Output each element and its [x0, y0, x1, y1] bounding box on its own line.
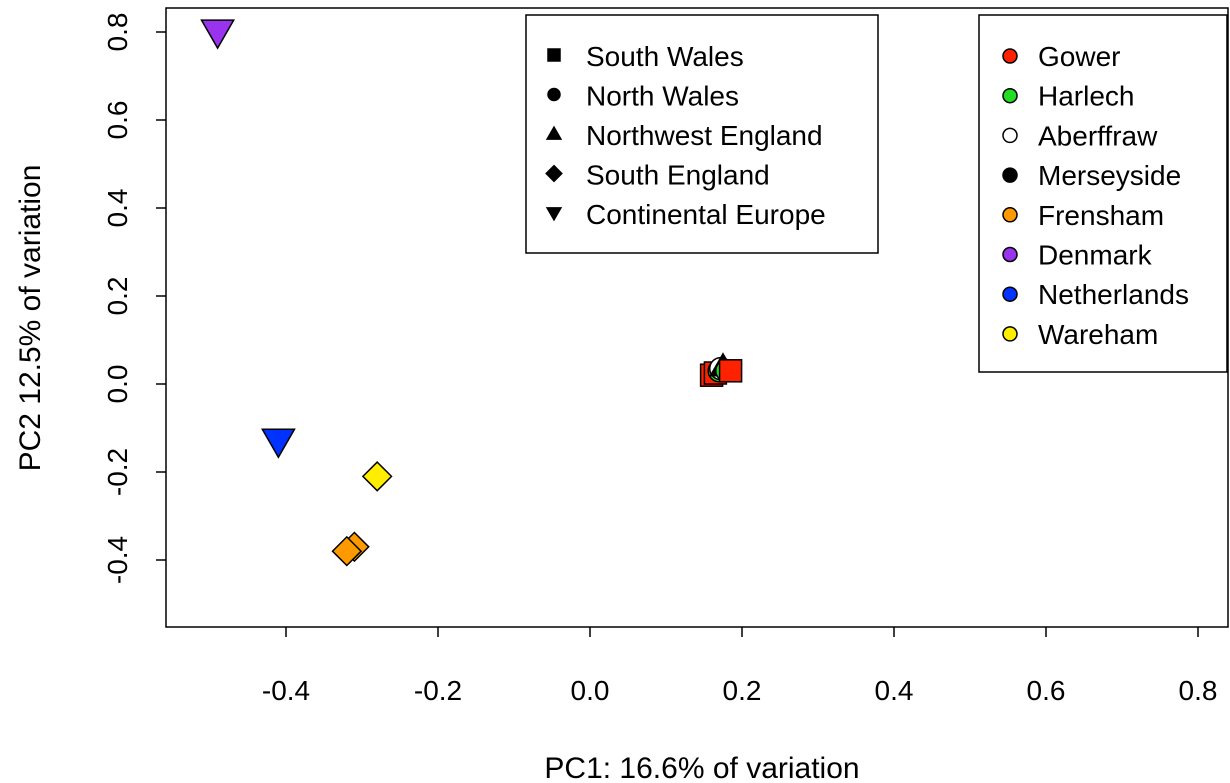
- color-legend-label: Netherlands: [1038, 279, 1189, 310]
- data-point: [261, 428, 296, 459]
- shape-legend-box: [525, 14, 879, 254]
- x-axis-label: PC1: 16.6% of variation: [544, 752, 859, 783]
- shape-legend-marker: [547, 87, 561, 102]
- shape-legend-label: South Wales: [586, 41, 744, 72]
- data-point: [331, 535, 363, 567]
- x-axis: -0.4 -0.2 0.0 0.2 0.4 0.6 0.8: [262, 627, 1218, 706]
- x-tick-label: 0.2: [723, 675, 762, 706]
- color-legend-label: Merseyside: [1038, 160, 1181, 191]
- x-tick-label: -0.4: [262, 675, 310, 706]
- color-legend-marker: [1002, 48, 1018, 64]
- color-legend-label: Wareham: [1038, 319, 1158, 350]
- shape-legend-marker: [545, 125, 563, 140]
- color-legend-marker: [1002, 127, 1018, 144]
- color-legend: Gower Harlech Aberffraw Merseyside Frensham D…: [978, 14, 1228, 373]
- color-legend-marker: [1002, 167, 1018, 183]
- y-axis: -0.4 -0.2 0.0 0.2 0.4 0.6 0.8: [102, 13, 166, 584]
- color-legend-marker: [1002, 207, 1018, 223]
- data-point: [361, 461, 393, 492]
- plot-frame: [165, 7, 1229, 628]
- shape-legend-marker: [545, 207, 563, 222]
- color-legend-label: Gower: [1038, 41, 1120, 72]
- data-points: [200, 19, 743, 567]
- shape-legend-label: Continental Europe: [586, 199, 826, 230]
- y-tick-label: 0.2: [102, 277, 133, 316]
- y-tick-label: -0.2: [102, 448, 133, 496]
- x-tick-label: 0.0: [571, 675, 610, 706]
- y-tick-label: 0.4: [102, 189, 133, 228]
- x-tick-label: 0.8: [1179, 675, 1218, 706]
- y-tick-label: -0.4: [102, 536, 133, 584]
- shape-legend-marker: [547, 48, 561, 62]
- color-legend-label: Aberffraw: [1038, 120, 1158, 151]
- color-legend-label: Frensham: [1038, 200, 1164, 231]
- color-legend-marker: [1002, 326, 1018, 342]
- shape-legend-marker: [545, 164, 563, 183]
- y-axis-label: PC2 12.5% of variation: [14, 165, 47, 472]
- shape-legend: South Wales North Wales Northwest England S…: [525, 14, 879, 254]
- color-legend-marker: [1002, 246, 1018, 263]
- data-point: [718, 359, 743, 383]
- shape-legend-label: South England: [586, 160, 770, 191]
- color-legend-marker: [1002, 286, 1018, 302]
- color-legend-marker: [1002, 87, 1018, 104]
- y-tick-label: 0.6: [102, 101, 133, 140]
- color-legend-label: Harlech: [1038, 81, 1134, 112]
- y-tick-label: 0.8: [102, 13, 133, 52]
- x-tick-label: 0.4: [875, 675, 914, 706]
- x-tick-label: -0.2: [414, 675, 462, 706]
- y-tick-label: 0.0: [102, 365, 133, 404]
- color-legend-box: [978, 14, 1228, 373]
- color-legend-label: Denmark: [1038, 240, 1153, 271]
- data-point: [200, 19, 235, 50]
- x-tick-label: 0.6: [1027, 675, 1066, 706]
- shape-legend-label: North Wales: [586, 81, 739, 112]
- shape-legend-label: Northwest England: [586, 120, 823, 151]
